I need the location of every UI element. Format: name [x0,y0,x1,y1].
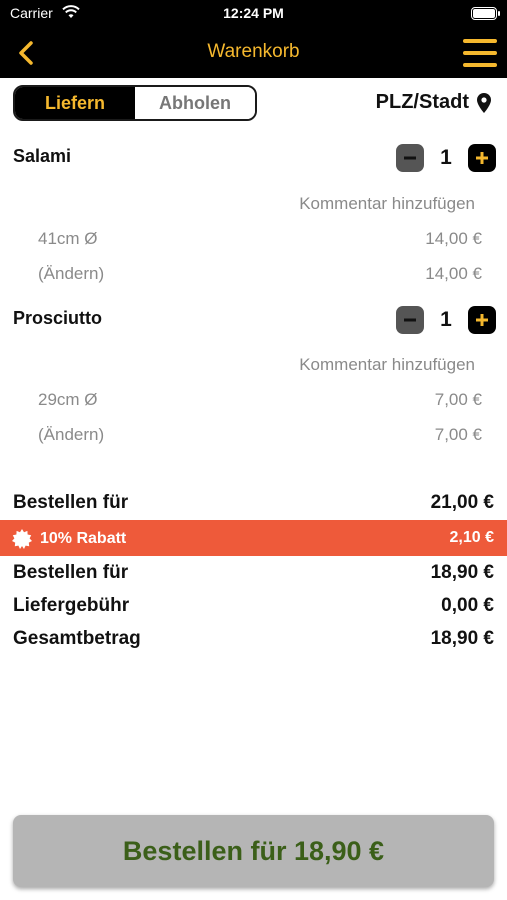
after-discount-label: Bestellen für [13,562,129,583]
delivery-fee-row: Liefergebühr 0,00 € [13,595,494,617]
decrease-quantity-button[interactable] [396,306,424,334]
back-chevron-icon[interactable] [12,38,42,68]
minus-icon [404,318,416,322]
add-comment-link[interactable]: Kommentar hinzufügen [299,355,475,374]
map-pin-icon [477,92,491,113]
increase-quantity-button[interactable] [468,144,496,172]
item-change-price: 7,00 € [434,425,482,444]
increase-quantity-button[interactable] [468,306,496,334]
plus-icon [476,314,488,326]
tab-abholen[interactable]: Abholen [135,87,255,119]
quantity-stepper: 1 [396,144,496,172]
quantity-value: 1 [440,146,452,169]
total-label: Gesamtbetrag [13,628,141,649]
delivery-fee-value: 0,00 € [441,595,494,616]
place-order-button[interactable]: Bestellen für 18,90 € [13,815,494,887]
quantity-stepper: 1 [396,306,496,334]
wifi-icon [62,5,80,18]
delivery-fee-label: Liefergebühr [13,595,130,616]
battery-icon [471,7,500,20]
discount-label: 10% Rabatt [40,530,127,547]
hamburger-menu-icon[interactable] [463,39,497,67]
minus-icon [404,156,416,160]
item-size: 41cm Ø [38,229,98,248]
plus-icon [476,152,488,164]
subtotal-row: Bestellen für 21,00 € [13,492,494,514]
status-bar: Carrier 12:24 PM [0,0,507,28]
item-option-row: 29cm Ø 7,00 € [38,390,482,410]
item-change-row: (Ändern) 14,00 € [38,264,482,284]
item-option-row: 41cm Ø 14,00 € [38,229,482,249]
item-change-row: (Ändern) 7,00 € [38,425,482,445]
nav-bar: Warenkorb [0,28,507,78]
after-discount-row: Bestellen für 18,90 € [13,562,494,584]
change-item-link[interactable]: (Ändern) [38,425,105,444]
total-row: Gesamtbetrag 18,90 € [13,628,494,650]
clock: 12:24 PM [223,5,284,21]
location-label: PLZ/Stadt [375,91,469,113]
location-selector[interactable]: PLZ/Stadt [376,91,491,114]
total-value: 18,90 € [430,628,494,649]
discount-banner: 10% Rabatt 2,10 € [0,520,507,556]
change-item-link[interactable]: (Ändern) [38,264,105,283]
item-size: 29cm Ø [38,390,98,409]
cart-item-name: Salami [13,146,72,166]
add-comment-link[interactable]: Kommentar hinzufügen [299,194,475,213]
after-discount-value: 18,90 € [430,562,494,583]
page-title: Warenkorb [207,41,300,62]
item-size-price: 7,00 € [434,390,482,409]
discount-badge-icon [12,529,32,549]
item-change-price: 14,00 € [425,264,482,283]
item-size-price: 14,00 € [425,229,482,248]
discount-value: 2,10 € [449,529,494,546]
delivery-mode-toggle: Liefern Abholen [13,85,257,121]
cart-item-name: Prosciutto [13,308,103,328]
subtotal-label: Bestellen für [13,492,129,513]
tab-liefern[interactable]: Liefern [15,87,135,119]
decrease-quantity-button[interactable] [396,144,424,172]
subtotal-value: 21,00 € [430,492,494,513]
carrier-label: Carrier [10,5,53,21]
quantity-value: 1 [440,308,452,331]
